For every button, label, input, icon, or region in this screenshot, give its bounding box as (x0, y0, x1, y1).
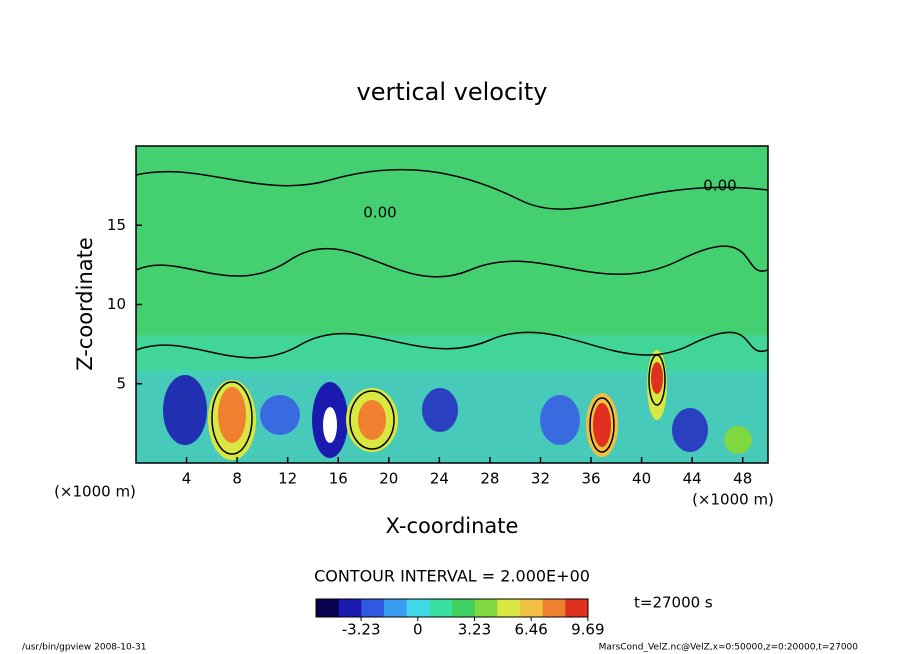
chart-title: vertical velocity (357, 78, 548, 106)
colorbar-tick-label: 9.69 (571, 621, 604, 639)
x-tick-label: 28 (480, 470, 499, 488)
field (136, 168, 768, 463)
field-blob (358, 400, 386, 440)
colorbar-swatch (338, 599, 362, 617)
y-tick-label: 15 (107, 216, 126, 234)
colorbar-tick-label: 6.46 (514, 621, 547, 639)
x-tick-label: 24 (430, 470, 449, 488)
field-blob (540, 395, 580, 445)
field-blob (422, 388, 458, 432)
colorbar-swatch (497, 599, 521, 617)
x-tick-label: 44 (683, 470, 702, 488)
colorbar-swatch (520, 599, 544, 617)
x-unit-label: (×1000 m) (692, 491, 774, 509)
colorbar-swatch (429, 599, 453, 617)
contour-line (349, 390, 395, 450)
contour-line (136, 245, 768, 278)
x-tick-label: 16 (329, 470, 348, 488)
colorbar-swatch (474, 599, 498, 617)
field-blob (651, 362, 663, 394)
footer-left: /usr/bin/gpview 2008-10-31 (22, 643, 146, 653)
x-tick-label: 36 (581, 470, 600, 488)
contour-interval: CONTOUR INTERVAL = 2.000E+00 (314, 567, 590, 586)
y-tick-label: 5 (116, 374, 126, 392)
colorbar-swatch (384, 599, 408, 617)
y-axis-label: Z-coordinate (73, 237, 97, 371)
contour-line (589, 397, 615, 453)
x-tick-label: 8 (232, 470, 242, 488)
colorbar-swatch (361, 599, 385, 617)
contour-label: 0.00 (703, 177, 736, 195)
field-blob (593, 403, 611, 447)
field-blob (323, 407, 337, 443)
field-band (136, 335, 768, 375)
x-tick-label: 48 (733, 470, 752, 488)
colorbar-frame (315, 598, 589, 618)
x-tick-label: 4 (182, 470, 192, 488)
y-tick-label: 10 (107, 295, 126, 313)
contour-label: 0.00 (363, 204, 396, 222)
field-blob (163, 375, 207, 445)
field-blob (672, 408, 708, 452)
field-blob (218, 387, 246, 443)
colorbar-swatch (406, 599, 430, 617)
colorbar-tick-label: -3.23 (342, 621, 381, 639)
colorbar-swatch (542, 599, 566, 617)
x-tick-label: 12 (278, 470, 297, 488)
contour-line (136, 331, 768, 359)
field-blob (724, 426, 752, 454)
field-blob (260, 395, 300, 435)
contour-line (211, 381, 253, 455)
contour-line (136, 168, 768, 210)
x-tick-label: 20 (379, 470, 398, 488)
colorbar-swatch (316, 599, 340, 617)
x-tick-label: 40 (632, 470, 651, 488)
colorbar-tick-label: 3.23 (458, 621, 491, 639)
footer-right: MarsCond_VelZ.nc@VelZ,x=0:50000,z=0:2000… (599, 643, 859, 653)
colorbar-swatch (565, 599, 589, 617)
time-label: t=27000 s (634, 594, 713, 612)
colorbar-swatch (452, 599, 476, 617)
y-unit-label: (×1000 m) (54, 483, 136, 501)
x-tick-label: 32 (531, 470, 550, 488)
colorbar-tick-label: 0 (413, 621, 423, 639)
contour-line (648, 354, 666, 406)
x-axis-label: X-coordinate (386, 514, 519, 538)
